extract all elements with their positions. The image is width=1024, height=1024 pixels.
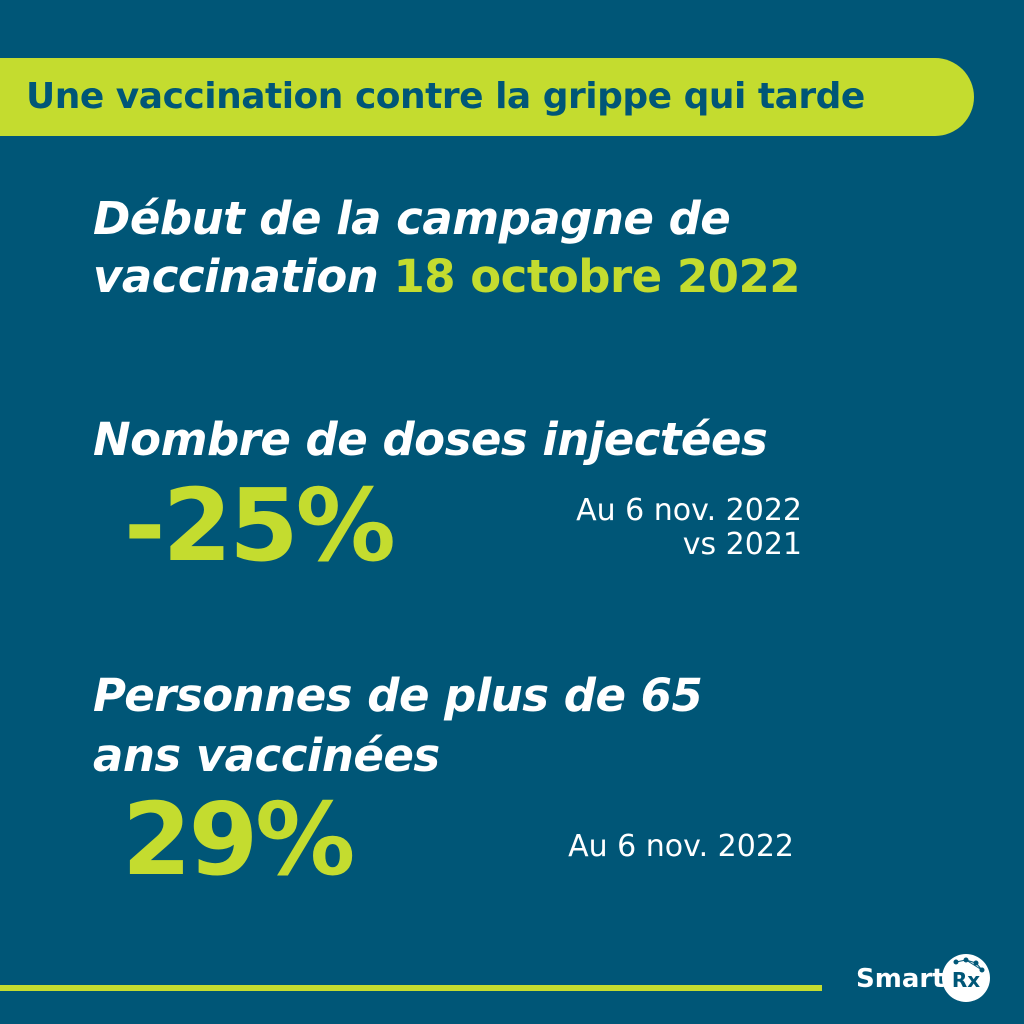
doses-note-date: Au 6 nov. 2022 — [576, 493, 802, 528]
seniors-heading-line1: Personnes de plus de 65 — [93, 669, 703, 722]
campaign-heading-prefix: vaccination — [93, 250, 379, 303]
header-banner: Une vaccination contre la grippe qui tar… — [0, 58, 974, 136]
header-title: Une vaccination contre la grippe qui tar… — [26, 76, 865, 117]
seniors-vaccinated-value: 29% — [122, 781, 355, 898]
doses-note: Au 6 nov. 2022 vs 2021 — [576, 494, 802, 562]
doses-note-comparison: vs 2021 — [682, 527, 802, 562]
doses-heading: Nombre de doses injectées — [93, 413, 768, 466]
seniors-note-date: Au 6 nov. 2022 — [568, 829, 794, 864]
logo-circle-text: Rx — [951, 968, 981, 992]
seniors-heading-line2: ans vaccinées — [93, 729, 440, 782]
campaign-heading-line1: Début de la campagne de — [93, 192, 731, 245]
campaign-start-date: 18 octobre 2022 — [393, 250, 801, 303]
footer-divider — [0, 985, 822, 991]
doses-change-value: -25% — [124, 467, 396, 584]
smartrx-logo: Smart Rx — [856, 954, 996, 1004]
logo-circle: Rx — [942, 954, 990, 1002]
logo-text: Smart — [856, 964, 945, 994]
campaign-heading-line2: vaccination 18 octobre 2022 — [93, 248, 801, 306]
network-dots-icon — [953, 957, 985, 973]
